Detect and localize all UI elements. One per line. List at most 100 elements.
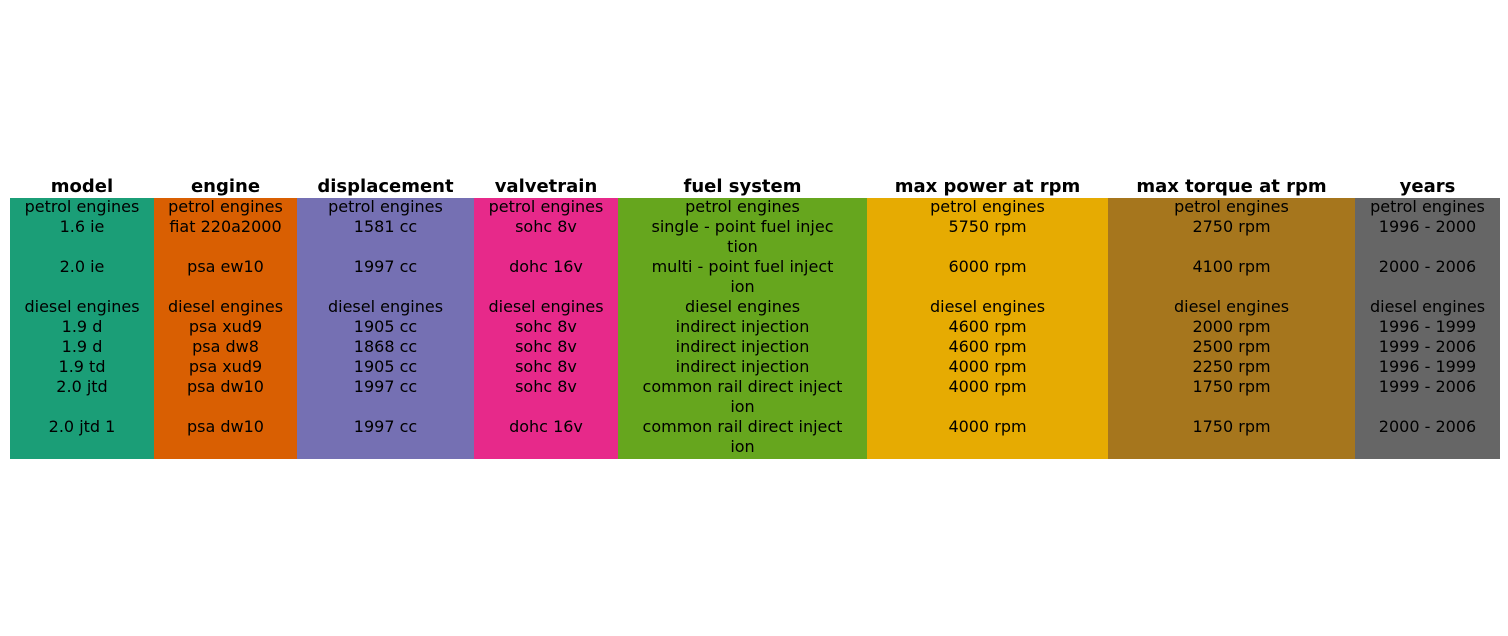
table-cell-text: common rail direct inject [642,377,843,396]
table-cell-text: 1997 cc [353,377,418,396]
table-column: valvetrain petrol engines sohc 8v dohc 16v d… [474,0,618,636]
column-cell-block: petrol engines 1996 - 2000 2000 - 2006 dies… [1355,197,1500,459]
table-cell-text: psa dw10 [187,377,264,396]
table-cell-text: 6000 rpm [948,257,1027,276]
table-cell-text: diesel engines [684,297,801,316]
table-cell-text: 1999 - 2006 [1378,377,1477,396]
table-cell-text: diesel engines [167,297,284,316]
table-cell-text: petrol engines [1370,197,1485,216]
table-cell-text: diesel engines [327,297,444,316]
table-cell-text: psa xud9 [188,317,263,336]
table-cell-text: indirect injection [675,317,810,336]
table-cell-text: ion [730,277,755,296]
table-cell-text: 1.6 ie [59,217,105,236]
column-header: displacement [317,176,454,197]
table-cell-text: 1996 - 1999 [1378,317,1477,336]
table-cell-text: sohc 8v [515,217,577,236]
table-cell-text: fiat 220a2000 [169,217,282,236]
column-cell-block: petrol engines single - point fuel injec t… [618,197,867,459]
table-cell-text: petrol engines [328,197,443,216]
table-cell-text: 4600 rpm [948,317,1027,336]
table-cell-text: 4100 rpm [1192,257,1271,276]
table-cell-text: 5750 rpm [948,217,1027,236]
table-cell-text: 2.0 jtd 1 [48,417,116,436]
table-cell-text: 2750 rpm [1192,217,1271,236]
table-cell-text: 2.0 ie [59,257,105,276]
table-cell-text: psa ew10 [187,257,264,276]
column-header: max power at rpm [894,176,1081,197]
table-cell-text: indirect injection [675,337,810,356]
column-cell-block: petrol engines 5750 rpm 6000 rpm diesel eng… [867,197,1108,459]
table-cell-text: 1905 cc [353,357,418,376]
table-cell-text: 2250 rpm [1192,357,1271,376]
table-cell-text: petrol engines [488,197,604,216]
table-cell-text: 1750 rpm [1192,377,1271,396]
column-header: fuel system [683,176,802,197]
column-header: max torque at rpm [1136,176,1327,197]
table-column: years petrol engines 1996 - 2000 2000 - 200… [1355,0,1500,636]
table-column: fuel system petrol engines single - point … [618,0,867,636]
table-cell-text: 1.9 d [61,317,103,336]
table-cell-text: 1750 rpm [1192,417,1271,436]
column-header: engine [190,176,261,197]
table-cell-text: petrol engines [930,197,1045,216]
table-cell-text: petrol engines [168,197,283,216]
table-cell-text: diesel engines [1173,297,1290,316]
table-cell-text: sohc 8v [515,317,577,336]
table-cell-text: diesel engines [488,297,604,316]
table-cell-text: common rail direct inject [642,417,843,436]
table-cell-text: single - point fuel injec [651,217,834,236]
table-cell-text: 2000 - 2006 [1378,257,1477,276]
table-column: max power at rpm petrol engines 5750 rpm 60… [867,0,1108,636]
table-cell-text: petrol engines [1174,197,1289,216]
table-cell-text: 1.9 d [61,337,103,356]
table-cell-text: petrol engines [685,197,800,216]
table-cell-text: sohc 8v [515,357,577,376]
table-cell-text: 4000 rpm [948,377,1027,396]
table-cell-text: 1996 - 1999 [1378,357,1477,376]
table-cell-text: dohc 16v [509,257,583,276]
table-cell-text: 1.9 td [58,357,106,376]
table-cell-text: petrol engines [24,197,140,216]
table-cell-text: 2500 rpm [1192,337,1271,356]
table-cell-text: 2000 - 2006 [1378,417,1477,436]
table-cell-text: indirect injection [675,357,810,376]
column-cell-block: petrol engines fiat 220a2000 psa ew10 diese… [154,197,297,459]
table-cell-text: 4600 rpm [948,337,1027,356]
table-cell-text: psa dw8 [192,337,259,356]
table-column: max torque at rpm petrol engines 2750 rpm 4… [1108,0,1355,636]
column-cell-block: petrol engines 2750 rpm 4100 rpm diesel eng… [1108,197,1355,459]
table-cell-text: sohc 8v [515,337,577,356]
table-column: displacement petrol engines 1581 cc 1997 cc… [297,0,474,636]
column-header: years [1399,176,1456,197]
table-cell-text: 2000 rpm [1192,317,1271,336]
table-cell-text: multi - point fuel inject [651,257,834,276]
table-cell-text: 4000 rpm [948,357,1027,376]
table-cell-text: dohc 16v [509,417,583,436]
table-cell-text: 1996 - 2000 [1378,217,1477,236]
table-cell-text: 4000 rpm [948,417,1027,436]
table-cell-text: ion [730,437,755,456]
column-cell-block: petrol engines 1581 cc 1997 cc diesel engin… [297,197,474,459]
table-cell-text: diesel engines [1369,297,1486,316]
table-cell-text: 1999 - 2006 [1378,337,1477,356]
column-header: model [50,176,114,197]
column-cell-block: petrol engines sohc 8v dohc 16v diesel engi… [474,197,618,459]
table-cell-text: 2.0 jtd [56,377,108,396]
column-header: valvetrain [494,176,598,197]
table-column: engine petrol engines fiat 220a2000 psa ew1… [154,0,297,636]
table-cell-text: ion [730,397,755,416]
table-cell-text: tion [727,237,758,256]
column-cell-block: petrol engines 1.6 ie 2.0 ie diesel engines… [10,197,154,459]
table-cell-text: 1581 cc [353,217,418,236]
table-cell-text: 1997 cc [353,417,418,436]
table-cell-text: sohc 8v [515,377,577,396]
table-column: model petrol engines 1.6 ie 2.0 ie diesel en… [10,0,154,636]
table-cell-text: 1868 cc [353,337,418,356]
table-cell-text: psa dw10 [187,417,264,436]
table-cell-text: 1997 cc [353,257,418,276]
table-cell-text: diesel engines [24,297,140,316]
table-cell-text: diesel engines [929,297,1046,316]
table-cell-text: psa xud9 [188,357,263,376]
